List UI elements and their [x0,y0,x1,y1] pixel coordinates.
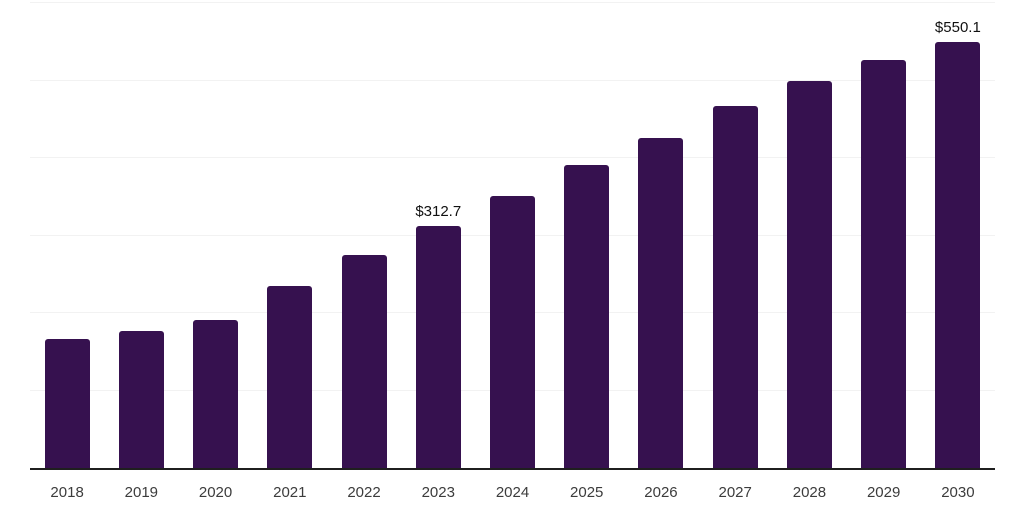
bar-2027 [712,105,758,468]
bar-2025 [564,164,610,468]
bar-2030 [935,41,981,468]
x-tick-2023: 2023 [421,484,455,501]
data-label-2030: $550.1 [934,18,981,36]
bar-2023 [415,225,461,468]
x-tick-2024: 2024 [495,484,530,501]
bar-2018 [44,338,90,468]
gridline-500 [30,79,995,81]
bar-2019 [118,330,164,468]
x-tick-2027: 2027 [718,484,752,501]
bar-2026 [638,138,684,468]
gridline-600 [30,2,995,3]
x-tick-2025: 2025 [570,484,604,501]
x-tick-2019: 2019 [124,484,159,501]
x-tick-2020: 2020 [198,484,233,501]
x-tick-2018: 2018 [50,484,84,501]
data-label-2023: $312.7 [415,202,462,220]
bar-2022 [341,255,387,468]
gridline-400 [30,157,995,158]
x-tick-2026: 2026 [644,484,678,501]
x-tick-2021: 2021 [273,484,307,501]
bar-2020 [193,320,239,468]
bar-2028 [786,81,832,468]
bar-2029 [861,60,907,468]
x-tick-2029: 2029 [866,484,901,501]
plot-area: $312.7 $550.1 [30,2,995,470]
bar-2024 [490,196,535,468]
bar-2021 [267,285,313,468]
x-tick-2022: 2022 [347,484,381,501]
x-tick-2028: 2028 [792,484,827,501]
x-tick-2030: 2030 [941,484,975,501]
